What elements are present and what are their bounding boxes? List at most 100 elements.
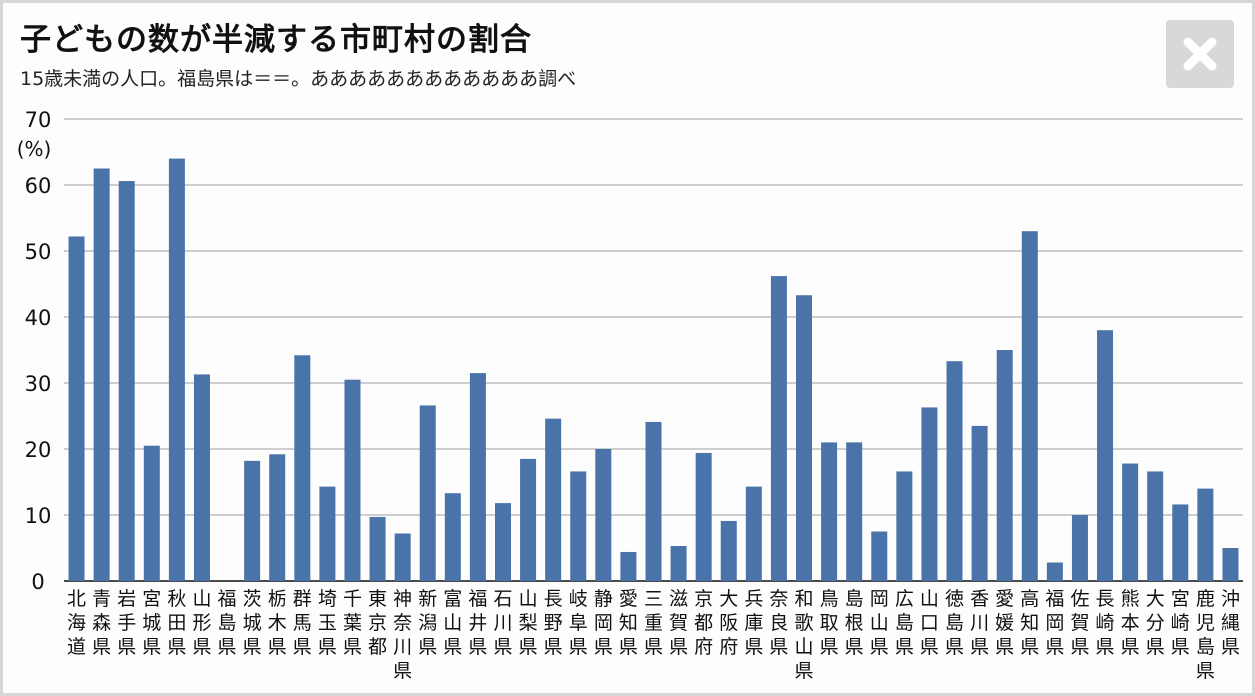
bar [570, 471, 587, 581]
x-tick-label: 大分県 [1146, 588, 1165, 658]
x-tick-label: 山口県 [920, 588, 939, 658]
bar [595, 449, 612, 581]
bar [1071, 515, 1088, 581]
bar [896, 471, 913, 581]
x-tick-label: 埼玉県 [318, 588, 337, 658]
x-tick-label: 北海道 [67, 588, 86, 658]
bar [369, 516, 386, 581]
bar [494, 503, 511, 581]
x-tick-label: 京都府 [694, 588, 713, 658]
x-tick-label: 香川県 [970, 588, 989, 658]
y-tick-label: 40 [25, 306, 52, 330]
x-tick-label: 宮城県 [142, 588, 161, 658]
x-tick-label: 福井県 [468, 588, 487, 658]
bar [168, 158, 185, 581]
bar [796, 295, 813, 581]
x-tick-label: 茨城県 [243, 588, 262, 658]
close-button[interactable] [1166, 20, 1234, 88]
x-tick-label: 滋賀県 [669, 588, 688, 658]
bar [469, 373, 486, 581]
chart-subtitle: 15歳未満の人口。福島県は＝＝。ああああああああああああ調べ [20, 68, 577, 90]
bar [645, 421, 662, 581]
x-tick-label: 熊本県 [1121, 588, 1140, 658]
x-tick-label: 青森県 [92, 588, 111, 658]
bar [871, 531, 888, 581]
y-tick-label: 0 [31, 570, 44, 594]
bar [344, 379, 361, 581]
x-tick-label: 島根県 [845, 588, 864, 658]
bar [745, 486, 762, 581]
bar [821, 442, 838, 581]
bar [1172, 504, 1189, 581]
x-tick-label: 鹿児島県 [1196, 588, 1215, 682]
x-tick-label: 新潟県 [418, 588, 437, 658]
y-tick-label: 30 [25, 372, 52, 396]
bar [770, 276, 787, 581]
bar [695, 452, 712, 581]
bar [720, 520, 737, 581]
x-tick-label: 沖縄県 [1221, 588, 1240, 658]
x-tick-label: 神奈川県 [393, 588, 412, 682]
x-tick-label: 岩手県 [117, 588, 136, 658]
y-tick-label: 70 [25, 108, 52, 132]
chart-title: 子どもの数が半減する市町村の割合 [20, 22, 532, 58]
x-tick-label: 広島県 [895, 588, 914, 658]
bar [1021, 231, 1038, 581]
bar [520, 458, 537, 581]
bar [846, 442, 863, 581]
x-tick-label: 愛媛県 [995, 588, 1014, 658]
x-tick-label: 愛知県 [619, 588, 638, 658]
x-tick-label: 長野県 [544, 588, 563, 658]
x-tick-label: 長崎県 [1096, 588, 1115, 658]
bar [1147, 471, 1164, 581]
x-tick-label: 兵庫県 [744, 588, 763, 658]
bar [996, 350, 1013, 581]
bar [670, 546, 687, 581]
x-tick-label: 千葉県 [343, 588, 362, 658]
bar [68, 236, 85, 582]
x-tick-label: 富山県 [443, 588, 462, 658]
bar [319, 486, 336, 581]
x-tick-label: 福岡県 [1045, 588, 1064, 658]
bar [193, 374, 210, 581]
x-tick-label: 鳥取県 [820, 588, 839, 658]
y-tick-label: 60 [25, 174, 52, 198]
x-tick-label: 山形県 [192, 588, 211, 658]
x-tick-label: 岐阜県 [569, 588, 588, 658]
bar [93, 168, 110, 581]
bar [921, 407, 938, 581]
y-tick-label: 20 [25, 438, 52, 462]
bar [1046, 562, 1063, 581]
bar [294, 355, 311, 581]
bar [118, 181, 135, 582]
bar [419, 405, 436, 581]
x-tick-label: 群馬県 [293, 588, 312, 658]
x-tick-label: 山梨県 [519, 588, 538, 658]
bar [545, 418, 562, 581]
bar [620, 551, 637, 581]
x-tick-label: 秋田県 [167, 588, 186, 658]
y-axis-label: (%) [17, 137, 52, 161]
x-tick-label: 佐賀県 [1070, 588, 1089, 658]
y-tick-label: 10 [25, 504, 52, 528]
bar [444, 493, 461, 581]
bar [1197, 488, 1214, 581]
x-tick-label: 徳島県 [945, 588, 964, 658]
bar [1097, 330, 1114, 581]
bar [1122, 463, 1139, 581]
x-tick-label: 奈良県 [769, 588, 788, 658]
bar [1222, 548, 1239, 581]
x-tick-label: 宮崎県 [1171, 588, 1190, 658]
x-tick-label: 高知県 [1020, 588, 1039, 658]
x-tick-label: 栃木県 [268, 588, 287, 658]
bar [946, 361, 963, 581]
x-tick-label: 東京都 [368, 588, 387, 658]
bar [971, 425, 988, 581]
bar [394, 533, 411, 581]
x-tick-label: 和歌山県 [795, 588, 814, 682]
x-tick-label: 静岡県 [594, 588, 613, 658]
bar [244, 460, 261, 581]
y-tick-label: 50 [25, 240, 52, 264]
close-icon [1183, 37, 1217, 71]
